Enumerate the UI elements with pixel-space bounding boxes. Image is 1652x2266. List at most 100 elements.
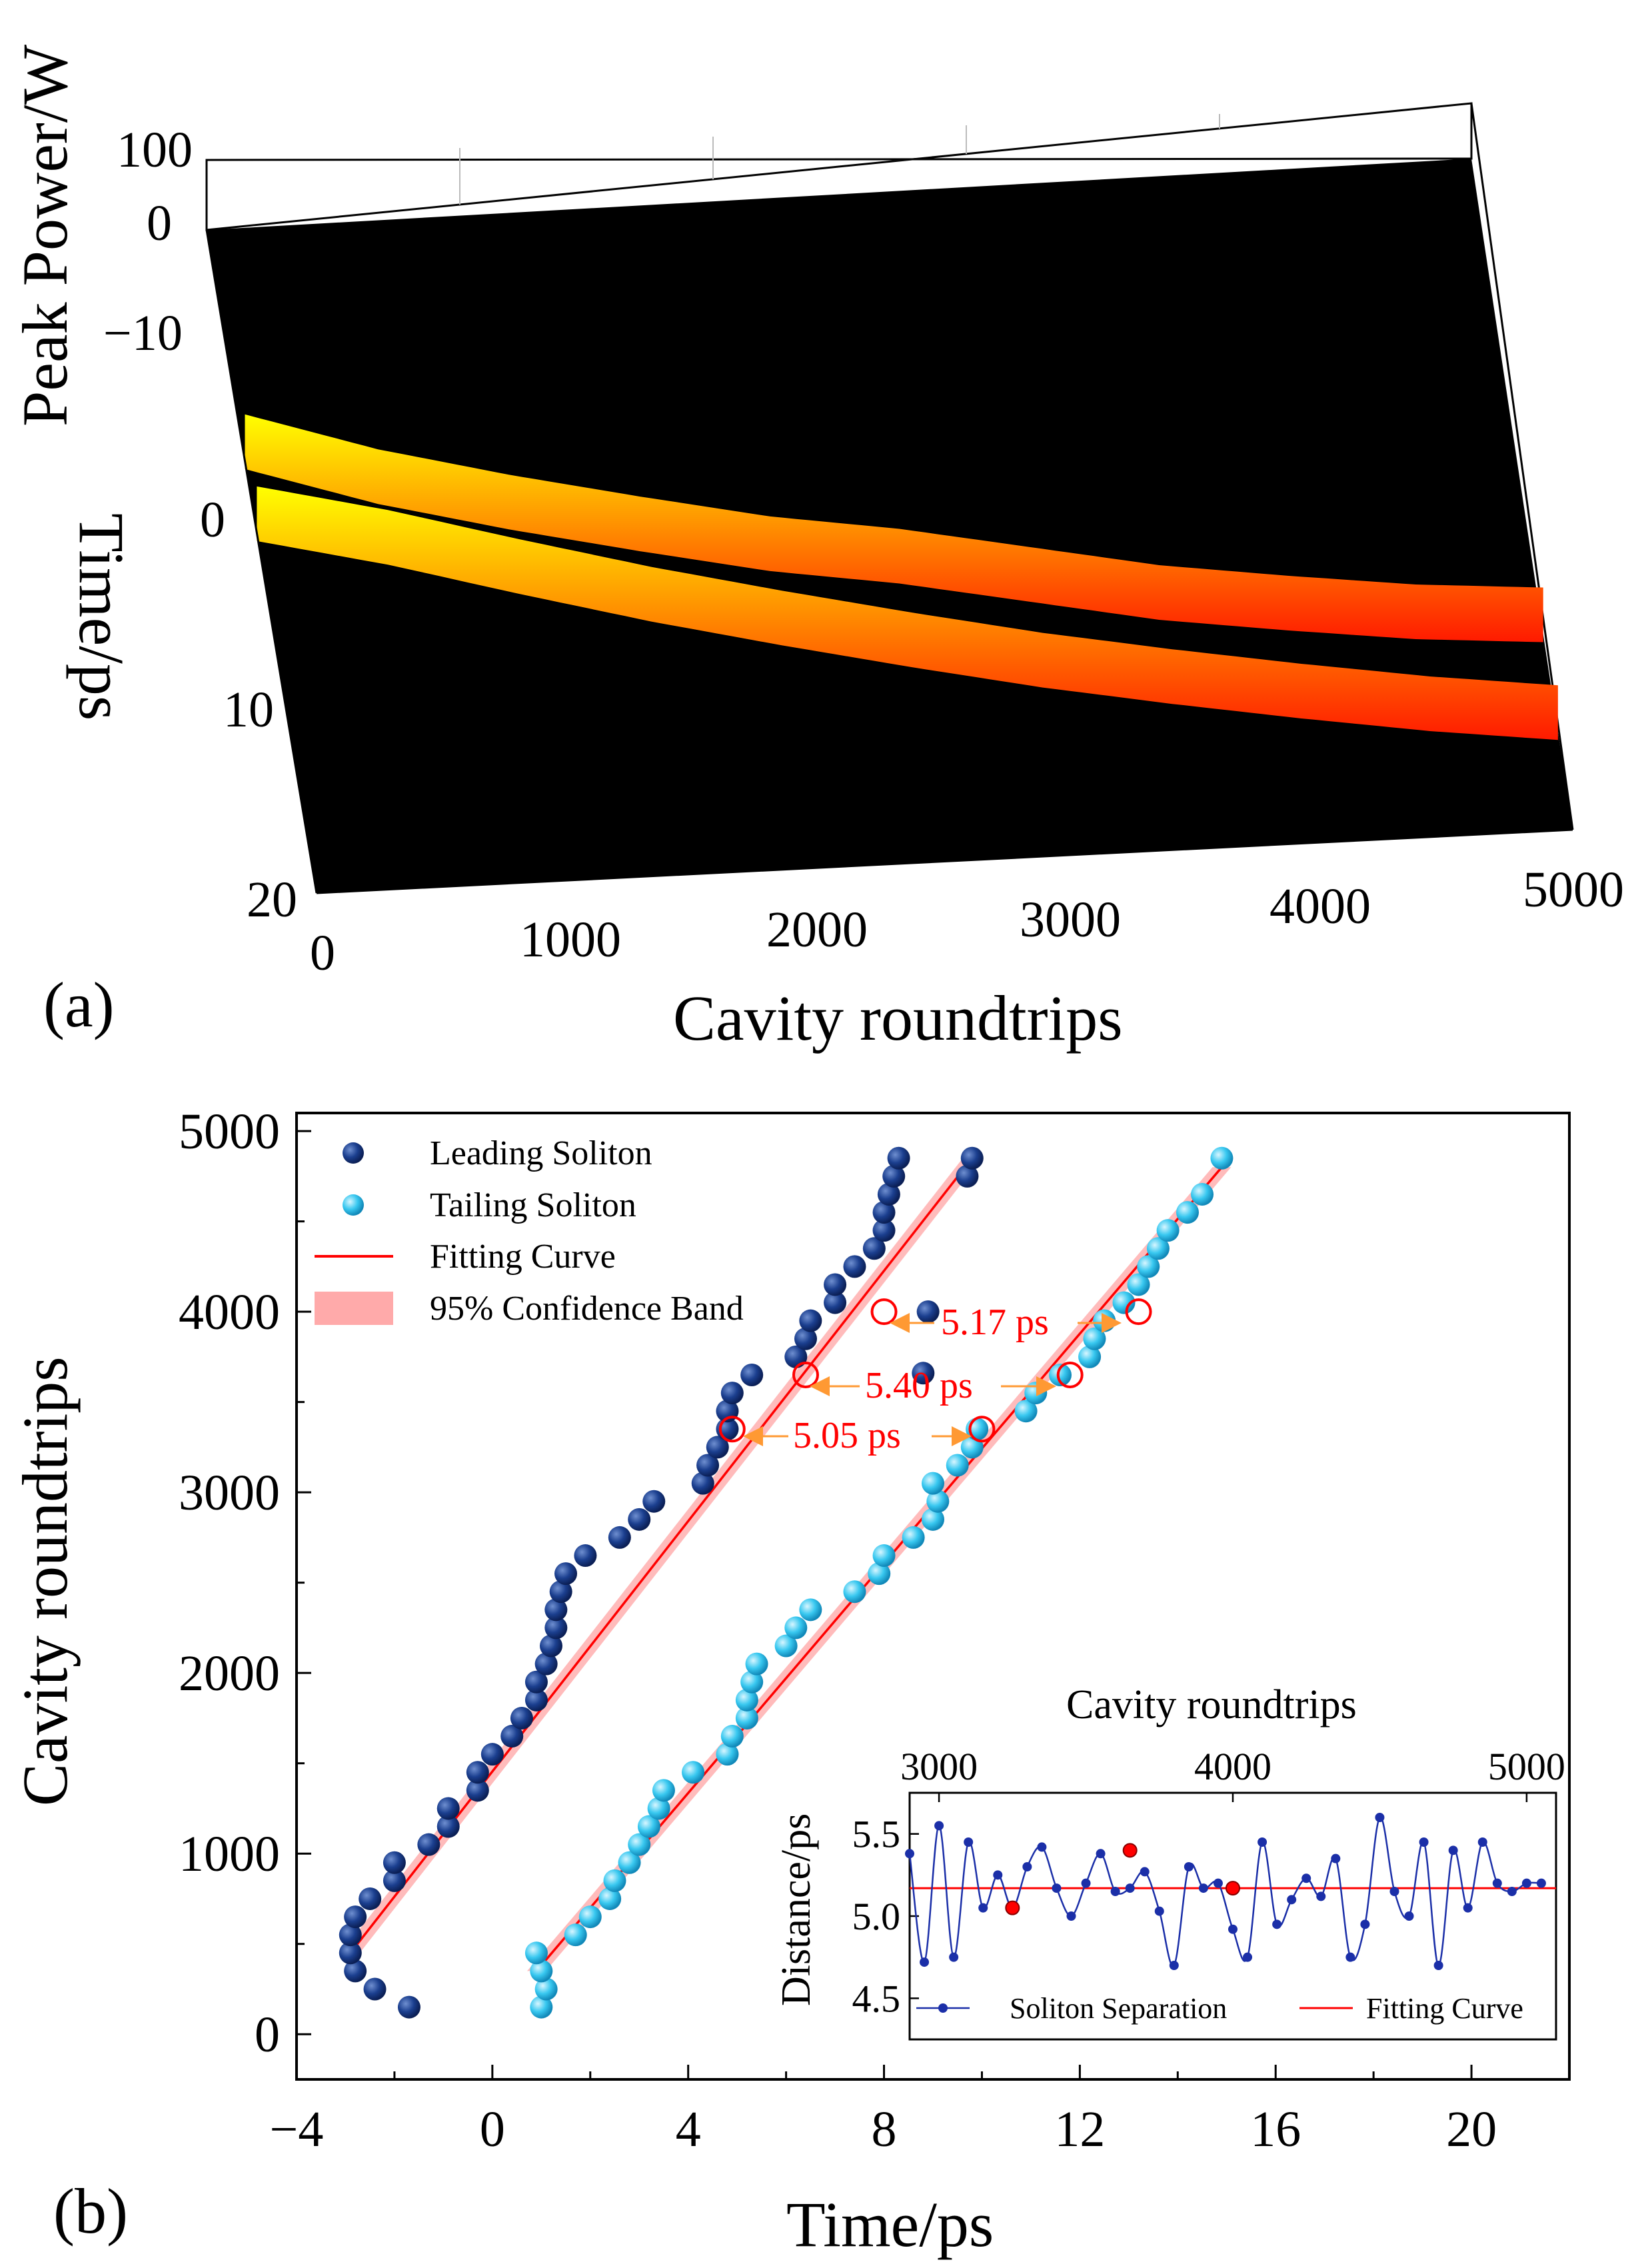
inset-separation-point xyxy=(1213,1878,1223,1888)
tailing-soliton-point xyxy=(524,1941,548,1965)
x-axis-title: Time/ps xyxy=(786,2189,994,2260)
tailing-soliton-point xyxy=(720,1725,744,1748)
x-axis-line xyxy=(316,828,1573,894)
inset-separation-point xyxy=(978,1903,988,1913)
inset-highlight-points xyxy=(1005,1843,1240,1915)
inset-separation-point xyxy=(1521,1878,1531,1888)
inset-frame xyxy=(908,1791,1557,2041)
leading-soliton-point xyxy=(339,1941,362,1965)
tailing-soliton-point xyxy=(735,1688,758,1711)
x-tick-label: 16 xyxy=(1250,2101,1301,2157)
tailing-soliton-point xyxy=(1078,1345,1102,1368)
highlight-circle xyxy=(792,1361,819,1388)
inset-separation-point xyxy=(1257,1837,1267,1847)
leading-soliton-point xyxy=(549,1580,572,1604)
leading-soliton-point xyxy=(417,1833,440,1856)
y-tick-label: 10 xyxy=(223,682,274,738)
tailing-soliton-point xyxy=(1093,1309,1116,1332)
inset-separation-point xyxy=(1507,1887,1517,1896)
tailing-soliton-point xyxy=(1024,1382,1048,1405)
x-tick-label: 20 xyxy=(1446,2101,1497,2157)
panel-b-label: (b) xyxy=(53,2175,128,2247)
inset-separation-point xyxy=(1169,1961,1179,1970)
inset-highlight-point xyxy=(1226,1881,1240,1896)
tailing-soliton-point xyxy=(716,1743,739,1766)
leading-soliton-point xyxy=(960,1146,984,1170)
inset-highlight-point xyxy=(1122,1843,1138,1858)
tailing-soliton-point xyxy=(618,1851,641,1874)
x-tick-label: 0 xyxy=(480,2101,505,2157)
separation-label-5-17: 5.17 ps xyxy=(941,1302,1049,1343)
tailing-soliton-point xyxy=(745,1652,768,1676)
panel-b-scatter-plot: −4 0 4 8 12 16 20 0 1000 2000 3000 4000 5000 5.17 ps… xyxy=(9,1104,1571,2260)
inset-separation-point xyxy=(1096,1849,1106,1859)
main-axis-ticks: −4 0 4 8 12 16 20 0 1000 2000 3000 4000 5000 xyxy=(179,1104,1571,2157)
leading-soliton-point xyxy=(824,1291,847,1314)
z-axis-title: Peak Power/W xyxy=(9,44,81,427)
inset-plot: 3000 4000 5000 4.5 5.0 5.5 Soliton Separation… xyxy=(774,1682,1565,2041)
leading-soliton-point xyxy=(544,1616,568,1640)
leading-soliton-point xyxy=(843,1255,866,1278)
x-axis-title: Cavity roundtrips xyxy=(673,982,1123,1054)
leading-soliton-point xyxy=(574,1544,597,1568)
leading-soliton-point xyxy=(628,1508,651,1531)
y-axis-line xyxy=(205,229,318,894)
inset-legend-sep-label: Soliton Separation xyxy=(1010,1992,1227,2025)
leading-soliton-point xyxy=(872,1201,896,1224)
y-tick-label: 0 xyxy=(200,492,225,548)
leading-soliton-point xyxy=(397,1995,420,2019)
leading-soliton-point xyxy=(466,1779,489,1802)
x-tick-label: −4 xyxy=(270,2101,324,2157)
separation-label-5-05: 5.05 ps xyxy=(793,1415,901,1456)
legend-band-marker xyxy=(315,1292,393,1325)
tailing-soliton-point xyxy=(868,1562,891,1586)
leading-soliton-point xyxy=(608,1526,631,1549)
leading-soliton-point xyxy=(524,1688,548,1711)
inset-separation-point xyxy=(949,1952,959,1962)
y-tick-label: 3000 xyxy=(179,1465,280,1521)
y-tick-label: −10 xyxy=(103,305,183,361)
y-tick-label: 1000 xyxy=(179,1826,280,1882)
x-tick-label: 0 xyxy=(310,925,335,981)
inset-y-tick-label: 5.5 xyxy=(852,1813,901,1856)
leading-soliton-point xyxy=(862,1237,886,1260)
tailing-soliton-point xyxy=(1112,1291,1136,1314)
inset-separation-point xyxy=(1081,1878,1091,1888)
leading-soliton-point xyxy=(510,1706,533,1729)
inset-separation-point xyxy=(920,1957,930,1967)
leading-soliton-point xyxy=(824,1273,847,1296)
inset-x-tick-label: 3000 xyxy=(900,1745,978,1788)
inset-legend-sep-dot xyxy=(938,2003,948,2013)
inset-separation-point xyxy=(1022,1862,1032,1871)
legend-fit-label: Fitting Curve xyxy=(430,1238,616,1276)
leading-soliton-point xyxy=(363,1977,387,2001)
tailing-soliton-point xyxy=(647,1797,670,1820)
leading-soliton-point xyxy=(480,1743,504,1766)
inset-separation-point xyxy=(1448,1845,1458,1855)
leading-soliton-point xyxy=(916,1300,940,1324)
inset-separation-point xyxy=(1272,1919,1282,1929)
leading-soliton-point xyxy=(344,1959,367,1983)
inset-separation-point xyxy=(1433,1961,1443,1970)
tailing-soliton-point xyxy=(902,1526,925,1549)
tailing-soliton-point xyxy=(740,1670,764,1694)
leading-soliton-point xyxy=(383,1851,406,1874)
inset-separation-point xyxy=(1316,1891,1326,1901)
tailing-soliton-point xyxy=(922,1508,944,1531)
x-tick-label: 4 xyxy=(676,2101,701,2157)
z-tick-label: 100 xyxy=(117,122,193,178)
tailing-soliton-point xyxy=(1083,1327,1106,1350)
leading-soliton-point xyxy=(524,1670,548,1694)
leading-soliton-point xyxy=(359,1887,382,1910)
leading-soliton-point xyxy=(706,1436,729,1459)
inset-separation-point xyxy=(1536,1878,1546,1888)
legend-tailing-marker xyxy=(343,1194,364,1216)
inset-separation-point xyxy=(1198,1883,1208,1893)
tailing-soliton-point xyxy=(578,1905,602,1929)
tailing-soliton-point xyxy=(843,1580,866,1604)
tailing-soliton-point xyxy=(1176,1201,1199,1224)
leading-soliton-point xyxy=(642,1490,666,1513)
leading-soliton-point xyxy=(540,1634,562,1658)
inset-separation-point xyxy=(1184,1862,1194,1871)
tailing-soliton-point xyxy=(652,1779,675,1802)
